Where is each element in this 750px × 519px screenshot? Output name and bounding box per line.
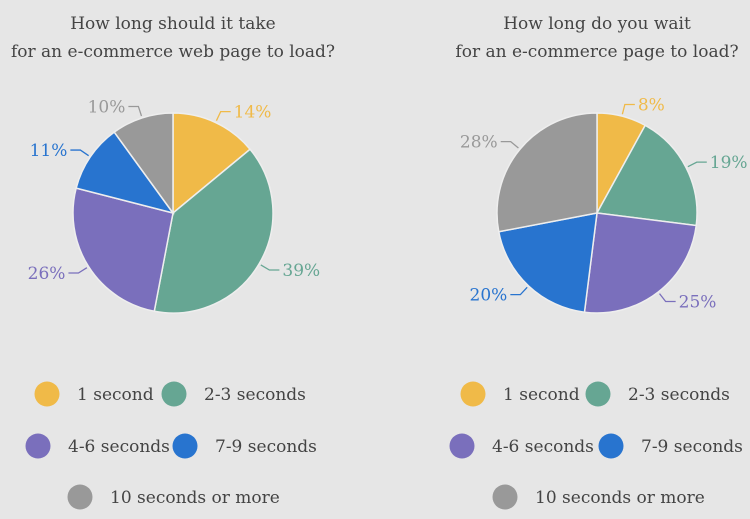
chart-title: for an e-commerce page to load? (455, 42, 738, 62)
legend-item: 7-9 seconds (598, 433, 743, 459)
legend-swatch (161, 381, 187, 407)
legend-item: 1 second (34, 381, 154, 407)
data-label: 10% (88, 97, 126, 117)
leader-line (260, 264, 280, 271)
legend-item: 2-3 seconds (585, 381, 730, 407)
data-label: 28% (460, 133, 498, 153)
pie-slice (113, 112, 174, 216)
leader-line (510, 286, 528, 296)
legend: 1 second 2-3 seconds 4-6 seconds 7-9 second… (25, 381, 317, 510)
legend-label: 10 seconds or more (110, 488, 280, 508)
pie-chart-2: How long do you wait for an e-commerce pa… (449, 14, 748, 510)
legend: 1 second 2-3 seconds 4-6 seconds 7-9 second… (449, 381, 743, 510)
data-label: 8% (638, 96, 665, 116)
legend-swatch (492, 484, 518, 510)
chart-title: How long should it take (70, 14, 276, 34)
leader-line (128, 105, 143, 117)
data-label: 11% (30, 141, 68, 161)
legend-label: 7-9 seconds (215, 437, 317, 457)
leader-line (687, 161, 707, 168)
legend-label: 2-3 seconds (628, 385, 730, 405)
chart-title: for an e-commerce web page to load? (11, 42, 335, 62)
pie-chart-1: How long should it take for an e-commerce… (11, 14, 335, 510)
data-label: 14% (234, 103, 272, 123)
legend-item: 10 seconds or more (67, 484, 280, 510)
legend-swatch (460, 381, 486, 407)
leader-line (215, 111, 231, 121)
leader-line (500, 140, 519, 149)
pie-slice (583, 212, 698, 314)
legend-swatch (34, 381, 60, 407)
legend-label: 10 seconds or more (535, 488, 705, 508)
leader-line (659, 293, 676, 303)
legend-label: 1 second (77, 385, 154, 405)
legend-item: 1 second (460, 381, 580, 407)
data-label: 20% (470, 286, 508, 306)
pie-slice (595, 124, 698, 227)
legend-label: 4-6 seconds (68, 437, 170, 457)
legend-label: 7-9 seconds (641, 437, 743, 457)
legend-item: 2-3 seconds (161, 381, 306, 407)
chart-title: How long do you wait (503, 14, 691, 34)
legend-swatch (25, 433, 51, 459)
data-label: 25% (679, 292, 717, 312)
legend-item: 7-9 seconds (172, 433, 317, 459)
legend-item: 4-6 seconds (449, 433, 594, 459)
leader-line (70, 149, 90, 157)
pie-slice (75, 131, 175, 215)
legend-swatch (67, 484, 93, 510)
pie-slice (497, 212, 598, 314)
legend-swatch (598, 433, 624, 459)
data-label: 39% (282, 261, 320, 281)
legend-swatch (585, 381, 611, 407)
legend-label: 2-3 seconds (204, 385, 306, 405)
leader-line (621, 103, 635, 115)
leader-line (68, 267, 88, 274)
legend-label: 1 second (503, 385, 580, 405)
legend-swatch (172, 433, 198, 459)
pie-slice (496, 112, 598, 233)
pie-slice (153, 148, 274, 314)
legend-item: 10 seconds or more (492, 484, 705, 510)
data-label: 26% (28, 264, 66, 284)
pie-slice (172, 112, 252, 215)
legend-swatch (449, 433, 475, 459)
legend-item: 4-6 seconds (25, 433, 170, 459)
legend-label: 4-6 seconds (492, 437, 594, 457)
data-label: 19% (710, 153, 748, 173)
pie-slice (72, 187, 174, 313)
